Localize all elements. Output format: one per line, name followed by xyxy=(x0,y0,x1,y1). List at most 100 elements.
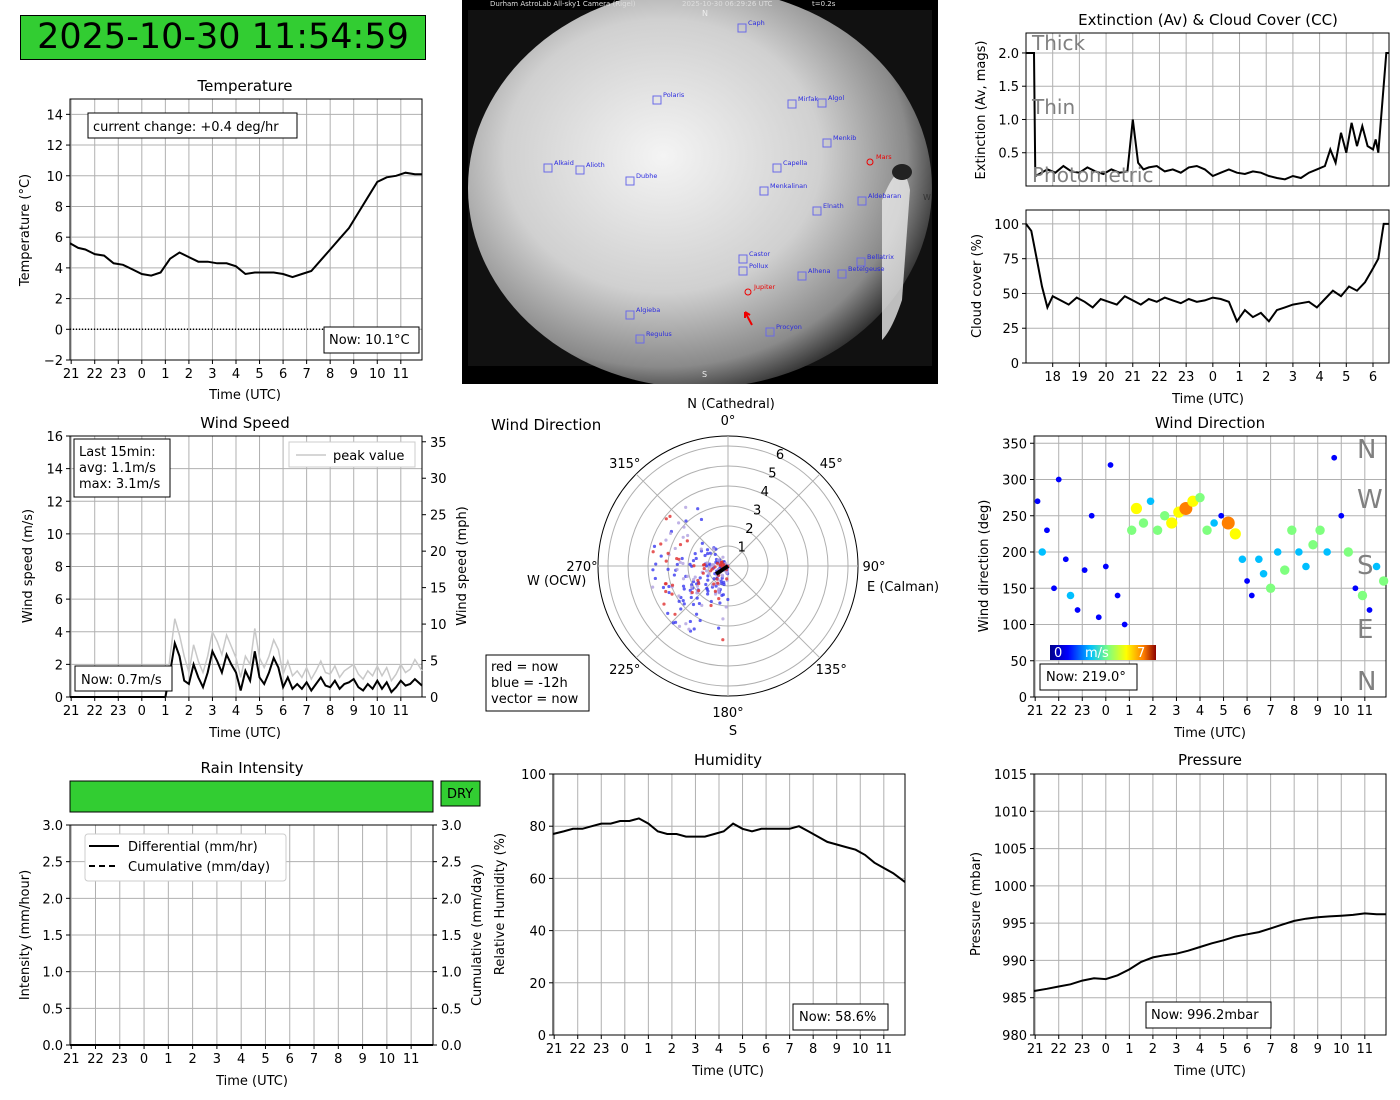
polar-angle-label: 270° xyxy=(566,560,597,575)
rain-legend-differential: Differential (mm/hr) xyxy=(128,840,258,855)
pressure-ylabel: Pressure (mbar) xyxy=(969,852,984,956)
polar-wind-point xyxy=(696,578,700,583)
pressure-now-box xyxy=(1145,1001,1272,1029)
wind-direction-point xyxy=(1055,476,1062,483)
polar-r-tick-label: 6 xyxy=(776,448,784,463)
colorbar-max-label: 7 xyxy=(1137,646,1145,661)
wind-direction-point xyxy=(1255,555,1263,564)
polar-spoke xyxy=(727,565,821,659)
polar-wind-point xyxy=(702,562,706,567)
wind-direction-ytick-label: 0 xyxy=(1019,691,1027,706)
allsky-south-label: S xyxy=(702,370,707,379)
rain-xtick-label: 10 xyxy=(379,1052,396,1067)
star-label: Castor xyxy=(749,250,770,258)
wind-direction-now: Now: 219.0° xyxy=(1046,670,1126,685)
wind-direction-point xyxy=(1051,585,1057,592)
rain-xtick-label: 9 xyxy=(358,1052,366,1067)
pressure-ytick-label: 1000 xyxy=(994,880,1027,895)
polar-wind-point xyxy=(709,603,713,608)
temperature-xtick-label: 8 xyxy=(326,367,334,382)
cloud-cover-axes xyxy=(1025,209,1390,364)
polar-wind-point xyxy=(699,517,704,522)
rain-ytick-label: 3.0 xyxy=(42,819,63,834)
wind-speed-xlabel: Time (UTC) xyxy=(208,726,281,741)
star-marker xyxy=(822,138,832,148)
polar-wind-point xyxy=(706,592,710,596)
wind-speed-xtick-label: 22 xyxy=(86,704,103,719)
wind-speed-xtick-label: 6 xyxy=(279,704,287,719)
pressure-ytick-label: 1010 xyxy=(994,805,1027,820)
pressure-xtick-label: 22 xyxy=(1050,1042,1067,1057)
star-marker xyxy=(543,163,553,173)
polar-wind-point xyxy=(682,587,686,591)
wind-speed-now: Now: 0.7m/s xyxy=(81,673,162,688)
wind-speed-summary-line1: Last 15min: xyxy=(79,445,156,460)
wind-speed-xtick-label: 8 xyxy=(326,704,334,719)
humidity-xtick-label: 8 xyxy=(809,1042,817,1057)
humidity-xtick-label: 3 xyxy=(691,1042,699,1057)
wind-direction-point xyxy=(1218,512,1225,519)
temperature-xtick-label: 6 xyxy=(279,367,287,382)
polar-wind-point xyxy=(697,601,702,606)
star-label: Algol xyxy=(828,94,844,102)
wind-speed-mph-ytick-label: 30 xyxy=(430,472,447,487)
polar-wind-point xyxy=(722,563,726,567)
polar-wind-point xyxy=(701,571,705,575)
wind-direction-xtick-label: 1 xyxy=(1125,704,1133,719)
star-label: Pollux xyxy=(749,262,768,270)
rain-cumulative-ytick-label: 0.0 xyxy=(441,1039,462,1054)
polar-wind-point xyxy=(705,561,709,565)
wind-speed-ytick-label: 16 xyxy=(46,430,63,445)
temperature-ytick-label: 10 xyxy=(46,170,63,185)
wind-speed-mph-ytick-label: 20 xyxy=(430,545,447,560)
polar-wind-point xyxy=(693,575,697,579)
polar-wind-point xyxy=(651,585,655,589)
wind-direction-point xyxy=(1287,525,1297,535)
temperature-ytick-label: 4 xyxy=(55,262,63,277)
temperature-xtick-label: 22 xyxy=(86,367,103,382)
polar-wind-point xyxy=(713,589,717,593)
polar-wind-point xyxy=(693,552,697,556)
polar-wind-point xyxy=(704,582,708,587)
star-label: Alhena xyxy=(808,267,830,275)
polar-wind-point xyxy=(692,577,696,582)
star-marker xyxy=(652,95,662,105)
polar-wind-point xyxy=(685,539,689,543)
polar-wind-point xyxy=(666,551,670,555)
rain-ytick-label: 2.0 xyxy=(42,892,63,907)
temperature-xlabel: Time (UTC) xyxy=(208,388,281,403)
humidity-xtick-label: 11 xyxy=(876,1042,893,1057)
wind-polar-legend-red: red = now xyxy=(491,660,559,675)
pressure-ytick-label: 990 xyxy=(1002,954,1027,969)
wind-direction-point xyxy=(1074,607,1081,613)
humidity-title: Humidity xyxy=(694,751,762,769)
wind-direction-compass-w: W xyxy=(1357,485,1383,515)
wind-direction-xtick-label: 4 xyxy=(1196,704,1204,719)
wind-speed-xtick-label: 23 xyxy=(110,704,127,719)
humidity-xtick-label: 9 xyxy=(833,1042,841,1057)
rain-ytick-label: 2.5 xyxy=(42,856,63,871)
polar-angle-label: 0° xyxy=(721,414,736,429)
wind-speed-now-box xyxy=(74,665,173,692)
wind-polar-west-label: W (OCW) xyxy=(527,574,586,589)
star-label: Regulus xyxy=(646,330,672,338)
planet-marker xyxy=(866,158,874,166)
polar-wind-point xyxy=(670,583,675,587)
humidity-ytick-label: 80 xyxy=(529,820,546,835)
wind-speed-ytick-label: 8 xyxy=(55,561,63,576)
wind-direction-ytick-label: 300 xyxy=(1002,474,1027,489)
polar-wind-point xyxy=(682,602,686,606)
polar-wind-point xyxy=(681,535,685,539)
pressure-ytick-label: 1015 xyxy=(994,768,1027,783)
polar-wind-point xyxy=(708,551,712,555)
allsky-caption-title: Durham AstroLab All-sky1 Camera (Rigel) xyxy=(490,0,636,8)
wind-direction-point xyxy=(1229,528,1241,540)
star-label: Dubhe xyxy=(636,172,657,180)
wind-direction-xtick-label: 6 xyxy=(1243,704,1251,719)
rain-cumulative-ytick-label: 2.0 xyxy=(441,892,462,907)
polar-wind-point xyxy=(702,566,706,571)
cloud-cover-ytick-label: 75 xyxy=(1002,253,1019,268)
pressure-xlabel: Time (UTC) xyxy=(1173,1064,1246,1079)
pressure-ytick-label: 980 xyxy=(1002,1029,1027,1044)
temperature-axes xyxy=(69,98,423,361)
